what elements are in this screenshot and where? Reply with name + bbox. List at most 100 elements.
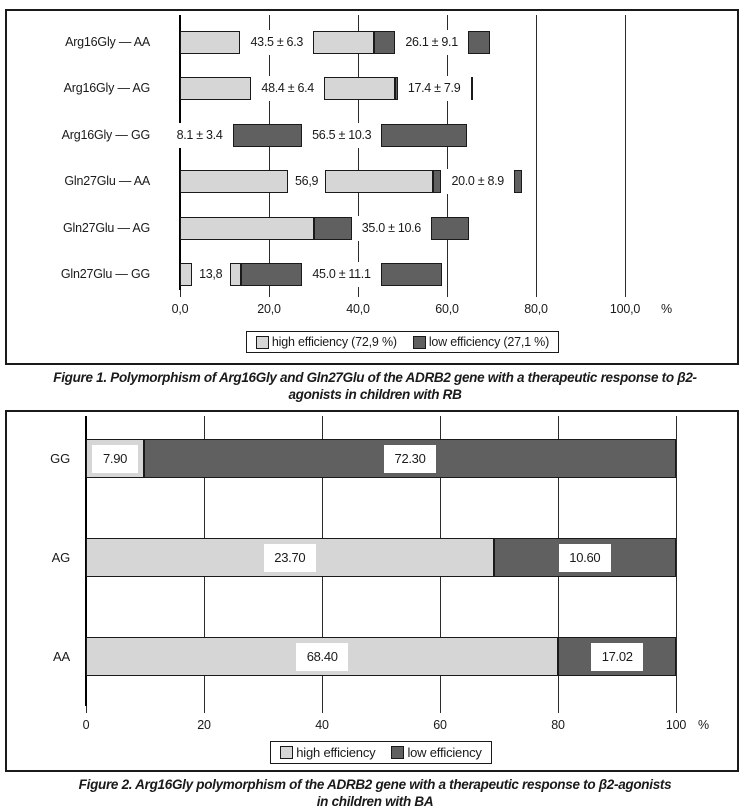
value-label: 35.0 ± 10.6 [351, 215, 431, 241]
category-label: Gln27Glu — AG [62, 220, 150, 235]
stacked-bar: 13,8 45.0 ± 11.1 [180, 262, 625, 287]
figure2-caption-line2: in children with BA [316, 794, 434, 810]
figure2-chart-box: 0 20 40 60 80 100% GG 7.90 72.30 AG 23.70 10.60 AA 68… [5, 410, 739, 772]
value-label: 26.1 ± 9.1 [395, 30, 469, 55]
low-efficiency-segment [433, 170, 442, 194]
axis-tick-0 [86, 706, 87, 713]
stacked-bar: 56,9 20.0 ± 8.9 [180, 169, 625, 195]
high-efficiency-segment [180, 77, 252, 101]
low-efficiency-segment [470, 77, 473, 101]
gridline-20 [269, 15, 270, 290]
figure1-caption-line1: Figure 1. Polymorphism of Arg16Gly and G… [53, 370, 697, 385]
high-efficiency-segment [180, 170, 288, 194]
category-label: Arg16Gly — AG [63, 81, 151, 96]
legend-label: high efficiency [296, 745, 376, 760]
value-label: 45.0 ± 11.1 [302, 262, 381, 287]
x-tick-label-20: 20,0 [257, 302, 281, 316]
low-efficiency-segment [380, 263, 442, 286]
category-label: Arg16Gly — AA [65, 35, 150, 49]
value-label: 17.02 [590, 642, 644, 671]
value-label: 8.1 ± 3.4 [166, 122, 234, 148]
value-label: 10.60 [558, 543, 612, 572]
figure2-plot-area: 0 20 40 60 80 100% GG 7.90 72.30 AG 23.70 10.60 AA 68… [7, 412, 737, 770]
bar-row-GG: GG 7.90 72.30 [7, 439, 737, 478]
high-efficiency-segment [325, 170, 434, 194]
stacked-bar: 7.90 72.30 [86, 439, 676, 478]
x-tick-label-20: 20 [197, 718, 211, 732]
stacked-bar: 48.4 ± 6.4 17.4 ± 7.9 [180, 76, 625, 102]
low-efficiency-segment [395, 77, 398, 101]
gridline-40 [358, 15, 359, 290]
bar-row-2: Arg16Gly — AG 48.4 ± 6.4 17.4 ± 7.9 [7, 76, 737, 102]
category-label: AA [53, 649, 70, 664]
x-axis-unit-label: % [698, 718, 709, 732]
high-efficiency-segment [180, 216, 314, 240]
value-axis-line [179, 15, 181, 290]
legend-item-low-efficiency: low efficiency (27,1 %) [412, 335, 550, 349]
bar-row-4: Gln27Glu — AA 56,9 20.0 ± 8.9 [7, 169, 737, 195]
stacked-bar: 23.70 10.60 [86, 538, 676, 577]
value-label: 72.30 [383, 444, 437, 473]
value-label: 7.90 [92, 444, 138, 473]
x-tick-label-60: 60,0 [435, 302, 459, 316]
low-efficiency-segment [373, 31, 396, 54]
figure1-plot-area: 0,0 20,0 40,0 60,0 80,0 100,0% Arg16Gly — AA 43… [7, 11, 737, 363]
axis-tick-0 [180, 290, 181, 297]
axis-tick-80 [536, 290, 537, 297]
legend-label: high efficiency (72,9 %) [271, 335, 397, 349]
bar-row-5: Gln27Glu — AG 35.0 ± 10.6 [7, 215, 737, 241]
x-tick-label-0: 0 [82, 718, 90, 732]
gridline-60 [447, 15, 448, 290]
low-efficiency-segment [430, 216, 470, 240]
stacked-bar: 35.0 ± 10.6 [180, 215, 625, 241]
legend-item-high-efficiency: high efficiency (72,9 %) [255, 335, 397, 349]
x-tick-label-80: 80,0 [524, 302, 548, 316]
legend-label: low efficiency (27,1 %) [428, 335, 550, 349]
value-label: 48.4 ± 6.4 [251, 76, 325, 102]
axis-tick-20 [204, 706, 205, 713]
low-efficiency-segment [381, 123, 468, 147]
figure1-caption: Figure 1. Polymorphism of Arg16Gly and G… [0, 369, 750, 404]
axis-tick-40 [358, 290, 359, 297]
legend-box: high efficiency (72,9 %) low efficiency (… [245, 331, 560, 353]
category-label: GG [50, 451, 70, 466]
axis-tick-100 [625, 290, 626, 297]
x-tick-label-40: 40 [315, 718, 329, 732]
value-label: 43.5 ± 6.3 [240, 30, 314, 55]
bar-row-3: Arg16Gly — GG 8.1 ± 3.4 56.5 ± 10.3 [7, 122, 737, 148]
figure2-caption-line1: Figure 2. Arg16Gly polymorphism of the A… [78, 777, 672, 792]
figure1-caption-line2: agonists in children with RB [288, 387, 462, 403]
legend-zone: high efficiency (72,9 %) low efficiency (… [180, 331, 625, 353]
category-label: Gln27Glu — AA [64, 174, 150, 189]
figure2-caption: Figure 2. Arg16Gly polymorphism of the A… [0, 776, 750, 811]
legend-item-low-efficiency: low efficiency [391, 745, 482, 760]
axis-tick-40 [322, 706, 323, 713]
stacked-bar: 8.1 ± 3.4 56.5 ± 10.3 [166, 122, 625, 148]
category-label: AG [51, 550, 71, 565]
low-efficiency-segment [241, 263, 303, 286]
value-label: 23.70 [263, 543, 317, 572]
legend-zone: high efficiency low efficiency [86, 741, 676, 764]
value-label: 56.5 ± 10.3 [302, 122, 382, 148]
x-axis-unit-label: % [661, 302, 672, 316]
high-efficiency-swatch-icon [255, 335, 269, 349]
legend-item-high-efficiency: high efficiency [280, 745, 376, 760]
bar-row-AA: AA 68.40 17.02 [7, 637, 737, 676]
bar-row-AG: AG 23.70 10.60 [7, 538, 737, 577]
figure1-chart-box: 0,0 20,0 40,0 60,0 80,0 100,0% Arg16Gly — AA 43… [5, 9, 739, 365]
axis-tick-80 [558, 706, 559, 713]
low-efficiency-segment [233, 123, 303, 147]
stacked-bar: 68.40 17.02 [86, 637, 676, 676]
gridline-100 [676, 416, 677, 706]
bar-row-6: Gln27Glu — GG 13,8 45.0 ± 11.1 [7, 262, 737, 287]
axis-tick-100 [676, 706, 677, 713]
gridline-100 [625, 15, 626, 290]
x-tick-label-60: 60 [433, 718, 447, 732]
high-efficiency-segment [229, 263, 242, 286]
high-efficiency-segment [180, 31, 241, 54]
high-efficiency-segment [180, 263, 192, 286]
value-label: 68.40 [295, 642, 349, 671]
axis-tick-60 [440, 706, 441, 713]
low-efficiency-segment [514, 170, 523, 194]
category-label: Gln27Glu — GG [60, 267, 150, 281]
